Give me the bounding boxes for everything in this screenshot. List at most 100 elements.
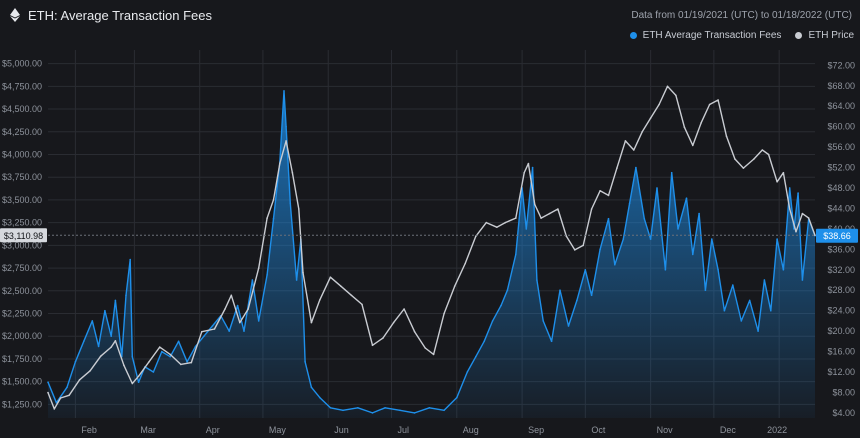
right-axis-tick-label: $32.00 (827, 265, 855, 275)
fees-data-point (607, 217, 610, 220)
fees-data-point (491, 320, 494, 322)
price-data-point (453, 285, 456, 288)
price-data-point (599, 190, 601, 192)
price-data-point (633, 149, 635, 151)
fees-data-point (515, 253, 517, 256)
fees-data-point (74, 361, 77, 363)
price-data-point (110, 346, 112, 348)
price-data-point (53, 408, 56, 410)
price-data-point (239, 321, 241, 324)
legend-item-fees[interactable]: ETH Average Transaction Fees (629, 30, 782, 41)
fees-data-point (342, 409, 344, 412)
price-data-point (413, 330, 416, 333)
x-axis-month-label: May (269, 425, 287, 435)
price-data-point (782, 171, 785, 174)
left-axis-tick-label: $4,750.00 (2, 81, 42, 91)
left-axis-tick-label: $5,000.00 (2, 59, 42, 69)
fees-data-point (289, 202, 292, 205)
left-axis-tick-label: $3,500.00 (2, 195, 42, 205)
price-data-point (761, 149, 764, 151)
price-data-point (795, 230, 797, 233)
fees-data-point (466, 371, 469, 373)
fees-data-point (257, 320, 260, 322)
fees-data-point (91, 320, 94, 322)
fees-data-point (770, 309, 772, 312)
price-data-point (807, 217, 810, 219)
current-fee-badge-label: $38.66 (823, 231, 851, 241)
price-data-point (257, 267, 260, 269)
fees-data-point (428, 407, 431, 409)
price-data-point (624, 140, 627, 142)
price-data-point (382, 337, 384, 339)
current-price-badge-label: $3,110.98 (4, 231, 43, 241)
price-data-point (298, 208, 300, 210)
price-data-point (590, 208, 593, 210)
fees-data-point (757, 330, 759, 332)
fees-data-point (576, 299, 578, 302)
fees-data-point (740, 320, 743, 322)
price-data-point (59, 397, 62, 399)
price-data-point (371, 344, 374, 347)
price-data-point (361, 303, 363, 306)
price-data-point (123, 364, 125, 367)
price-data-point (582, 244, 584, 247)
legend-label-fees: ETH Average Transaction Fees (642, 30, 782, 41)
price-data-point (302, 271, 304, 274)
chart-legend: ETH Average Transaction Fees ETH Price (629, 30, 854, 41)
fees-data-point (243, 330, 245, 332)
right-axis-tick-label: $24.00 (827, 306, 855, 316)
price-data-point (247, 308, 249, 310)
fees-data-point (186, 361, 188, 363)
x-axis-month-label: Sep (528, 425, 544, 435)
price-data-point (523, 171, 525, 174)
price-data-point (279, 162, 281, 165)
price-data-point (675, 94, 677, 97)
fees-data-point (692, 253, 694, 256)
price-data-point (475, 235, 477, 238)
fees-data-point (110, 335, 112, 338)
price-data-point (403, 308, 405, 310)
fees-data-point (272, 217, 275, 220)
fees-data-point (550, 340, 553, 343)
right-axis-tick-label: $12.00 (827, 367, 855, 377)
price-data-point (78, 379, 81, 381)
fees-data-point (776, 238, 778, 240)
price-data-point (788, 208, 791, 210)
fees-data-point (698, 212, 700, 215)
fees-data-point (66, 386, 68, 389)
fees-data-point (251, 279, 254, 281)
right-axis-tick-label: $68.00 (827, 81, 855, 91)
left-axis-tick-label: $1,250.00 (2, 399, 42, 409)
price-data-point (548, 212, 551, 215)
price-data-point (340, 285, 342, 288)
fees-data-point (169, 355, 171, 358)
price-data-point (89, 370, 91, 372)
price-data-point (534, 203, 536, 206)
price-data-point (180, 363, 182, 366)
price-data-point (464, 262, 467, 265)
fees-data-point (177, 340, 180, 343)
left-axis-tick-label: $4,000.00 (2, 149, 42, 159)
right-axis-tick-label: $4.00 (832, 408, 855, 418)
price-data-point (767, 153, 770, 156)
price-data-point (692, 144, 694, 147)
fees-data-point (310, 386, 313, 389)
fees-data-point (357, 407, 359, 409)
price-data-point (504, 221, 507, 224)
fees-data-point (266, 274, 268, 276)
left-axis-tick-label: $4,250.00 (2, 127, 42, 137)
price-data-point (734, 158, 736, 160)
fees-data-point (723, 309, 726, 312)
current-price-badge (0, 228, 47, 243)
legend-item-price[interactable]: ETH Price (795, 30, 854, 41)
fees-data-point (717, 269, 719, 271)
current-value-markers: $3,110.98 $38.66 (0, 228, 858, 243)
price-data-point (742, 167, 745, 169)
series-lines-layer (47, 85, 816, 414)
left-axis-tick-label: $3,250.00 (2, 218, 42, 228)
chart-title: ETH: Average Transaction Fees (28, 8, 213, 23)
price-data-point (190, 361, 193, 364)
price-data-point (607, 194, 610, 197)
left-axis-tick-label: $1,750.00 (2, 354, 42, 364)
